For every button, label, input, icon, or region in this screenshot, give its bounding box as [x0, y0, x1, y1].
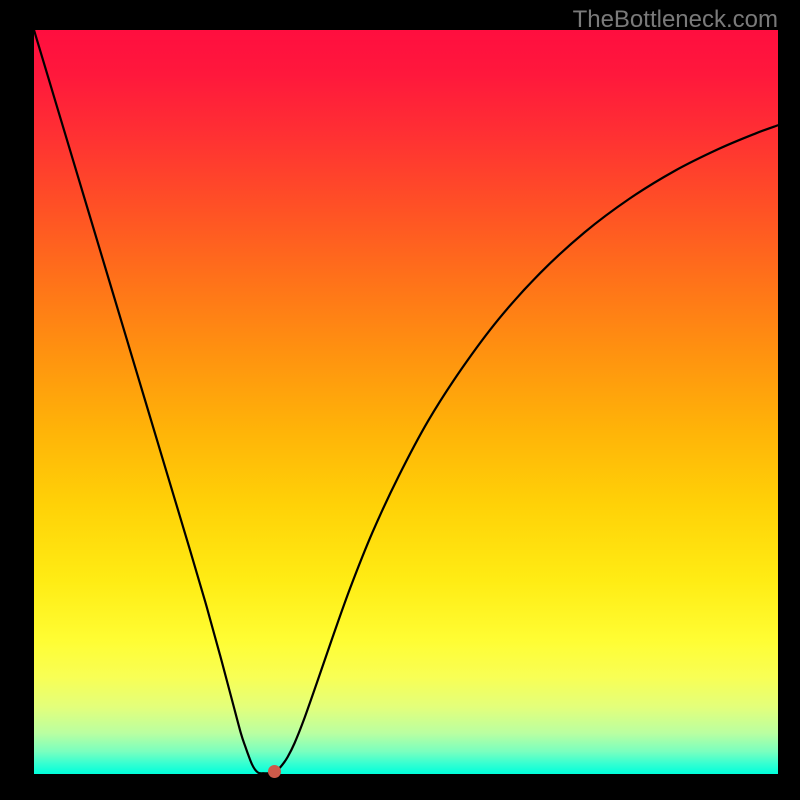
minimum-marker: [268, 765, 281, 778]
chart-curve-layer: [0, 0, 800, 800]
bottleneck-curve: [34, 30, 778, 773]
watermark-text: TheBottleneck.com: [573, 6, 778, 34]
chart-stage: TheBottleneck.com: [0, 0, 800, 800]
